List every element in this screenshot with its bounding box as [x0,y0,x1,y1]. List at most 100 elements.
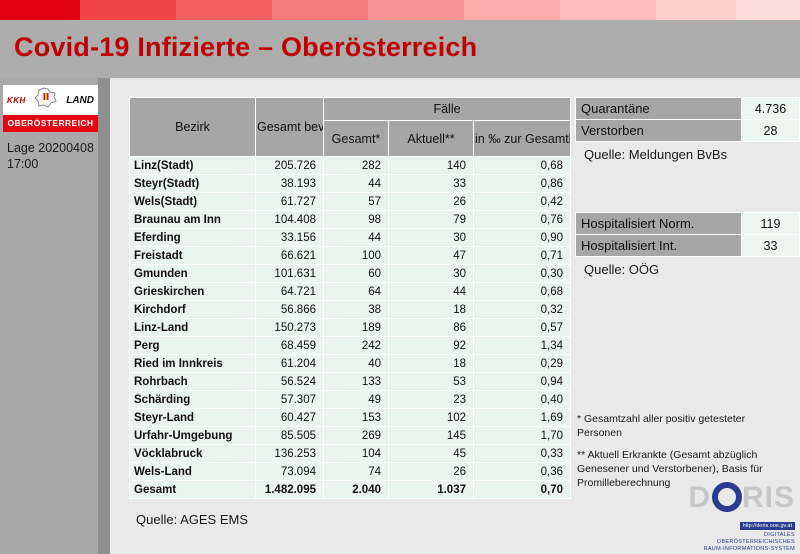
table-row: Steyr-Land 60.427 153 102 1,69 [129,408,571,427]
stat-value: 33 [741,234,800,257]
cell-promille: 1,70 [473,426,571,445]
source-ages-ems: Quelle: AGES EMS [136,512,248,527]
doris-wordmark: D RIS [685,480,795,514]
cell-aktuell: 30 [388,264,474,283]
cell-bezirk: Kirchdorf [129,300,256,319]
status-date: Lage 20200408 [7,141,94,155]
status-time: 17:00 [7,157,39,172]
hospital-table: Hospitalisiert Norm. 119 Hospitalisiert … [575,212,800,257]
cell-total-gesamt: 2.040 [323,480,389,499]
cell-promille: 0,94 [473,372,571,391]
cell-promille: 0,86 [473,174,571,193]
table-row: Freistadt 66.621 100 47 0,71 [129,246,571,265]
cell-bezirk: Urfahr-Umgebung [129,426,256,445]
cell-aktuell: 47 [388,246,474,265]
cell-aktuell: 140 [388,156,474,175]
cell-gesamt: 242 [323,336,389,355]
stat-label: Quarantäne [575,97,742,120]
doris-letter-d: D [688,480,711,514]
table-row: Ried im Innkreis 61.204 40 18 0,29 [129,354,571,373]
cell-promille: 0,68 [473,156,571,175]
cell-bezirk: Wels(Stadt) [129,192,256,211]
status-datetime: Lage 20200408 17:00 [7,140,94,173]
cell-bev: 60.427 [255,408,324,427]
stat-row: Quarantäne 4.736 [575,97,800,120]
cell-bezirk: Wels-Land [129,462,256,481]
cell-gesamt: 189 [323,318,389,337]
cell-aktuell: 53 [388,372,474,391]
cell-promille: 0,71 [473,246,571,265]
cell-bev: 64.721 [255,282,324,301]
district-table-header: Bezirk Gesamt bev. Fälle Gesamt* Aktuell… [129,97,571,157]
cell-bev: 38.193 [255,174,324,193]
cell-bev: 104.408 [255,210,324,229]
col-header-aktuell: Aktuell** [388,120,474,157]
cell-bev: 205.726 [255,156,324,175]
cell-aktuell: 18 [388,354,474,373]
doris-subtitle: Digitales Oberösterreichisches Raum-Info… [685,532,795,553]
cell-bezirk: Linz(Stadt) [129,156,256,175]
stat-value: 119 [741,212,800,235]
stat-label: Verstorben [575,119,742,142]
col-header-gesamt: Gesamt* [323,120,389,157]
hospital-rows: Hospitalisiert Norm. 119 Hospitalisiert … [575,212,800,257]
col-header-faelle: Fälle [323,97,571,121]
cell-gesamt: 44 [323,228,389,247]
table-row: Schärding 57.307 49 23 0,40 [129,390,571,409]
cell-bezirk: Steyr-Land [129,408,256,427]
table-row: Wels-Land 73.094 74 26 0,36 [129,462,571,481]
cell-gesamt: 57 [323,192,389,211]
table-row: Urfahr-Umgebung 85.505 269 145 1,70 [129,426,571,445]
cell-gesamt: 269 [323,426,389,445]
doris-url: http://doris.ooe.gv.at [739,521,795,530]
cell-bezirk: Linz-Land [129,318,256,337]
cell-gesamt: 98 [323,210,389,229]
cell-total-label: Gesamt [129,480,256,499]
cell-promille: 0,40 [473,390,571,409]
cell-aktuell: 26 [388,192,474,211]
cell-gesamt: 44 [323,174,389,193]
cell-aktuell: 102 [388,408,474,427]
cell-bezirk: Braunau am Inn [129,210,256,229]
cell-bezirk: Steyr(Stadt) [129,174,256,193]
cell-gesamt: 40 [323,354,389,373]
main-content: Bezirk Gesamt bev. Fälle Gesamt* Aktuell… [110,78,800,554]
stat-row: Verstorben 28 [575,119,800,142]
sidebar: KKH LAND OBERÖSTERREICH Lage 20200408 17… [0,78,98,554]
cell-aktuell: 45 [388,444,474,463]
stat-label: Hospitalisiert Int. [575,234,742,257]
cell-bezirk: Gmunden [129,264,256,283]
cell-promille: 0,42 [473,192,571,211]
table-row: Vöcklabruck 136.253 104 45 0,33 [129,444,571,463]
stat-row: Hospitalisiert Int. 33 [575,234,800,257]
stat-label: Hospitalisiert Norm. [575,212,742,235]
land-label: LAND [66,94,94,106]
cell-promille: 0,29 [473,354,571,373]
cell-gesamt: 282 [323,156,389,175]
page-title: Covid-19 Infizierte – Oberösterreich [14,32,478,62]
logo-top-row: KKH LAND [3,85,98,115]
ooe-crest-icon [34,86,58,114]
stat-value: 4.736 [741,97,800,120]
source-meldungen-bvbs: Quelle: Meldungen BvBs [584,147,728,162]
cell-bezirk: Schärding [129,390,256,409]
cell-aktuell: 26 [388,462,474,481]
cell-bev: 61.727 [255,192,324,211]
col-header-gesamtbev: Gesamt bev. [255,97,324,157]
cell-gesamt: 64 [323,282,389,301]
source-oeg: Quelle: OÖG [584,262,660,277]
quarantine-rows: Quarantäne 4.736 Verstorben 28 [575,97,800,142]
cell-gesamt: 104 [323,444,389,463]
cell-aktuell: 23 [388,390,474,409]
cell-aktuell: 33 [388,174,474,193]
cell-aktuell: 79 [388,210,474,229]
cell-bev: 85.505 [255,426,324,445]
vertical-divider [98,78,110,554]
district-rows: Linz(Stadt) 205.726 282 140 0,68 Steyr(S… [129,156,571,481]
cell-aktuell: 30 [388,228,474,247]
footnote-gesamt: * Gesamtzahl aller positiv getesteter Pe… [577,413,746,439]
cell-aktuell: 92 [388,336,474,355]
cell-aktuell: 44 [388,282,474,301]
